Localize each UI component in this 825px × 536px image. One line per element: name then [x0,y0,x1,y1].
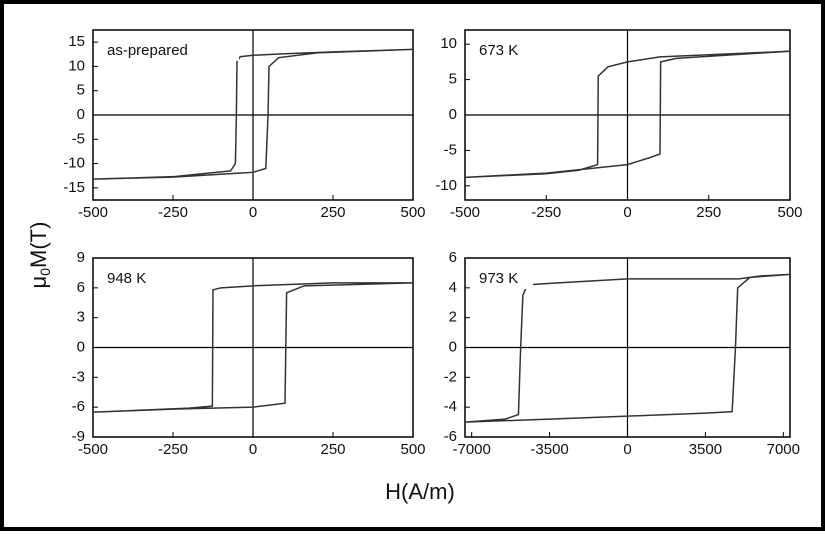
y-tick-label: 0 [449,338,457,355]
x-tick-label: 250 [320,204,345,221]
x-axis-label: H(A/m) [385,479,455,504]
hysteresis-loop [92,48,414,180]
y-tick-label: 3 [77,309,85,326]
y-tick-label: 6 [77,279,85,296]
y-tick-label: 10 [440,35,457,52]
y-tick-label: 0 [449,106,457,123]
x-tick-label: -7000 [452,441,490,458]
x-tick-label: 500 [400,441,425,458]
y-axis-label: μ0M(T) [26,222,53,289]
y-tick-label: -5 [72,130,85,147]
x-tick-label: -250 [158,204,188,221]
x-tick-label: 500 [400,204,425,221]
x-tick-label: 0 [623,441,631,458]
panel-annotation: 948 K [107,270,146,287]
y-tick-label: -3 [72,368,85,385]
y-label-mu: μ [26,276,51,289]
hysteresis-loop [464,50,791,179]
hysteresis-loop [464,273,791,423]
y-tick-label: 15 [68,33,85,50]
y-tick-label: -10 [435,177,457,194]
y-tick-label: -15 [63,179,85,196]
panel-annotation: as-prepared [107,42,188,59]
y-tick-label: 6 [449,249,457,266]
y-tick-label: -6 [444,428,457,445]
y-tick-label: 2 [449,309,457,326]
y-tick-label: 0 [77,106,85,123]
x-tick-label: 0 [623,204,631,221]
panel-annotation: 973 K [479,270,518,287]
x-tick-label: 250 [696,204,721,221]
y-tick-label: -4 [444,398,457,415]
x-tick-label: -500 [78,204,108,221]
x-tick-label: 7000 [767,441,800,458]
x-tick-label: 500 [777,204,802,221]
x-tick-label: -250 [158,441,188,458]
y-tick-label: -6 [72,398,85,415]
y-tick-label: 9 [77,249,85,266]
x-tick-label: -250 [531,204,561,221]
annotation-bg [105,41,239,61]
y-tick-label: 0 [77,338,85,355]
hysteresis-loop [92,282,414,413]
x-tick-label: -3500 [530,441,568,458]
y-tick-label: -10 [63,155,85,172]
y-tick-label: -2 [444,368,457,385]
y-label-sub: 0 [37,268,53,276]
y-tick-label: 5 [449,71,457,88]
y-tick-label: 4 [449,279,457,296]
annotation-bg [477,41,533,61]
x-tick-label: 3500 [689,441,722,458]
y-tick-label: -9 [72,428,85,445]
panel-annotation: 673 K [479,42,518,59]
y-tick-label: 5 [77,82,85,99]
x-tick-label: -500 [450,204,480,221]
x-tick-label: 0 [249,441,257,458]
annotation-bg [105,269,161,289]
x-tick-label: 250 [320,441,345,458]
y-tick-label: -5 [444,141,457,158]
x-tick-label: -500 [78,441,108,458]
x-tick-label: 0 [249,204,257,221]
y-tick-label: 10 [68,57,85,74]
annotation-bg [477,269,533,289]
y-label-rest: M(T) [26,222,51,268]
